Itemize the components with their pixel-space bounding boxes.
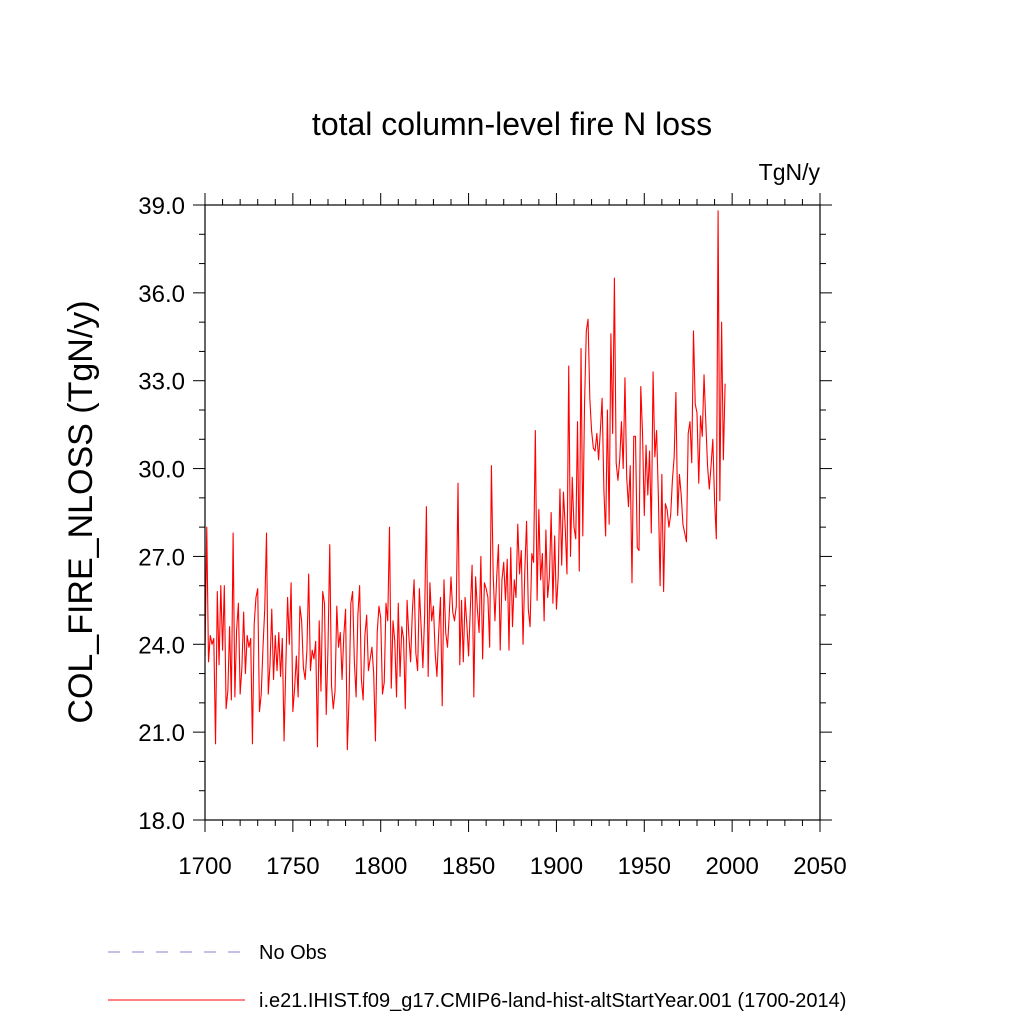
legend-label-1: i.e21.IHIST.f09_g17.CMIP6-land-hist-altS… <box>259 990 846 1012</box>
chart-title: total column-level fire N loss <box>312 106 712 142</box>
y-tick-label: 27.0 <box>138 544 185 571</box>
y-axis-label: COL_FIRE_NLOSS (TgN/y) <box>62 300 100 723</box>
units-label: TgN/y <box>759 159 821 185</box>
x-tick-label: 1700 <box>178 853 231 880</box>
x-tick-label: 1950 <box>618 853 671 880</box>
x-tick-label: 2050 <box>793 853 846 880</box>
x-tick-label: 2000 <box>705 853 758 880</box>
y-tick-label: 30.0 <box>138 457 185 484</box>
y-tick-label: 36.0 <box>138 281 185 308</box>
x-tick-label: 1850 <box>442 853 495 880</box>
y-tick-label: 18.0 <box>138 808 185 835</box>
series-line-0 <box>204 210 726 751</box>
y-tick-label: 21.0 <box>138 720 185 747</box>
y-tick-label: 39.0 <box>138 193 185 220</box>
legend: No Obs i.e21.IHIST.f09_g17.CMIP6-land-his… <box>108 942 846 1012</box>
legend-label-0: No Obs <box>259 942 327 964</box>
x-tick-label: 1750 <box>266 853 319 880</box>
x-tick-label: 1800 <box>354 853 407 880</box>
plot-area <box>204 210 726 751</box>
y-tick-label: 33.0 <box>138 369 185 396</box>
axes: 1700 1750 1800 1850 1900 1950 2000 2050 18.0 21.0… <box>138 193 847 880</box>
y-tick-label: 24.0 <box>138 632 185 659</box>
plot-frame <box>204 204 821 821</box>
x-tick-label: 1900 <box>530 853 583 880</box>
